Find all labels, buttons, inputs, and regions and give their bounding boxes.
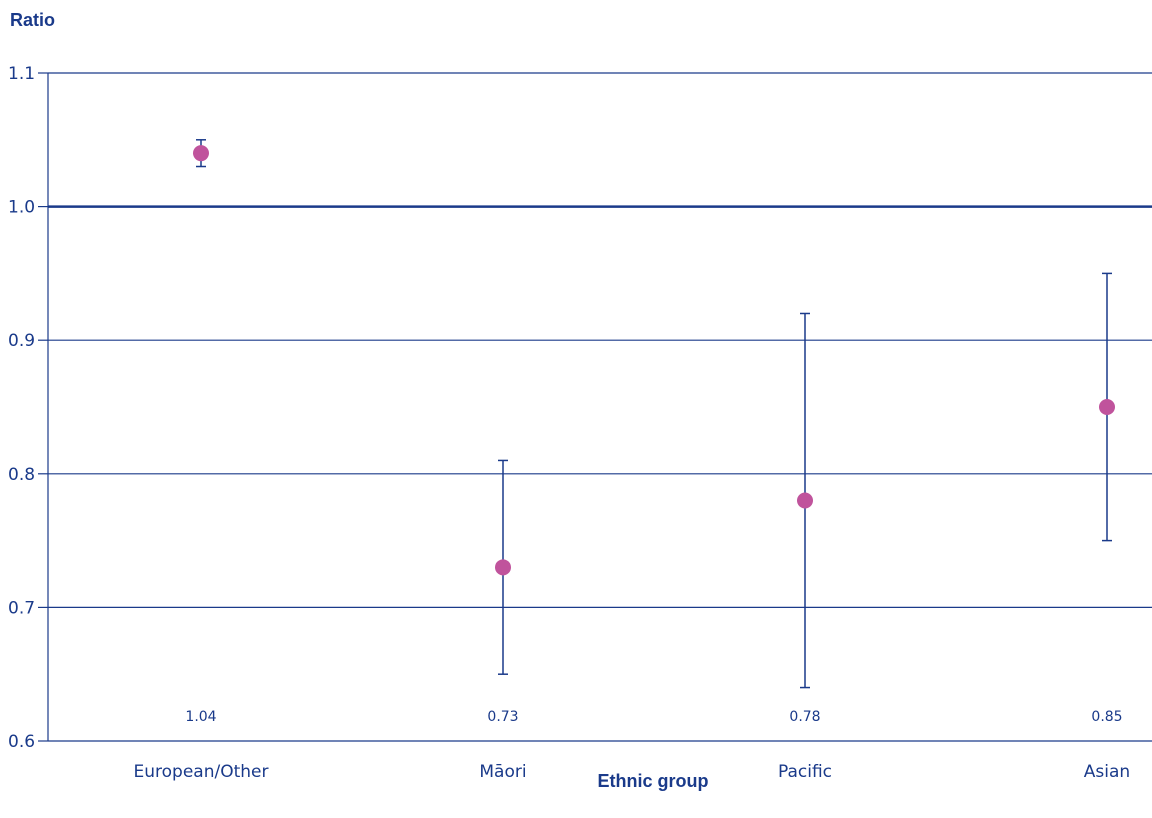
data-label: 0.73 — [487, 709, 518, 725]
x-axis-title: Ethnic group — [598, 771, 709, 791]
y-tick-label: 0.7 — [8, 598, 35, 618]
y-tick-label: 0.6 — [8, 732, 35, 752]
x-tick-label: Māori — [479, 762, 526, 782]
y-axis: 0.6 0.7 0.8 0.9 1.0 1.1 — [8, 64, 49, 752]
gridlines — [48, 72, 1152, 742]
x-tick-label: Asian — [1084, 762, 1130, 782]
data-point — [797, 492, 813, 509]
x-axis: European/Other Māori Pacific Asian — [134, 762, 1131, 782]
x-tick-label: European/Other — [134, 762, 269, 782]
y-tick-label: 0.8 — [8, 465, 35, 485]
y-tick-label: 0.9 — [8, 331, 35, 351]
data-labels: 1.04 0.73 0.78 0.85 — [185, 709, 1122, 725]
y-tick-label: 1.0 — [8, 198, 35, 218]
data-point — [193, 145, 209, 162]
data-points — [193, 145, 1115, 576]
y-tick-label: 1.1 — [8, 64, 35, 84]
data-label: 1.04 — [185, 709, 216, 725]
data-point — [1099, 399, 1115, 415]
error-bars — [196, 139, 1112, 689]
data-point — [495, 559, 511, 576]
data-label: 0.85 — [1091, 709, 1122, 725]
y-axis-title: Ratio — [10, 10, 55, 30]
x-tick-label: Pacific — [778, 762, 832, 782]
data-label: 0.78 — [789, 709, 820, 725]
